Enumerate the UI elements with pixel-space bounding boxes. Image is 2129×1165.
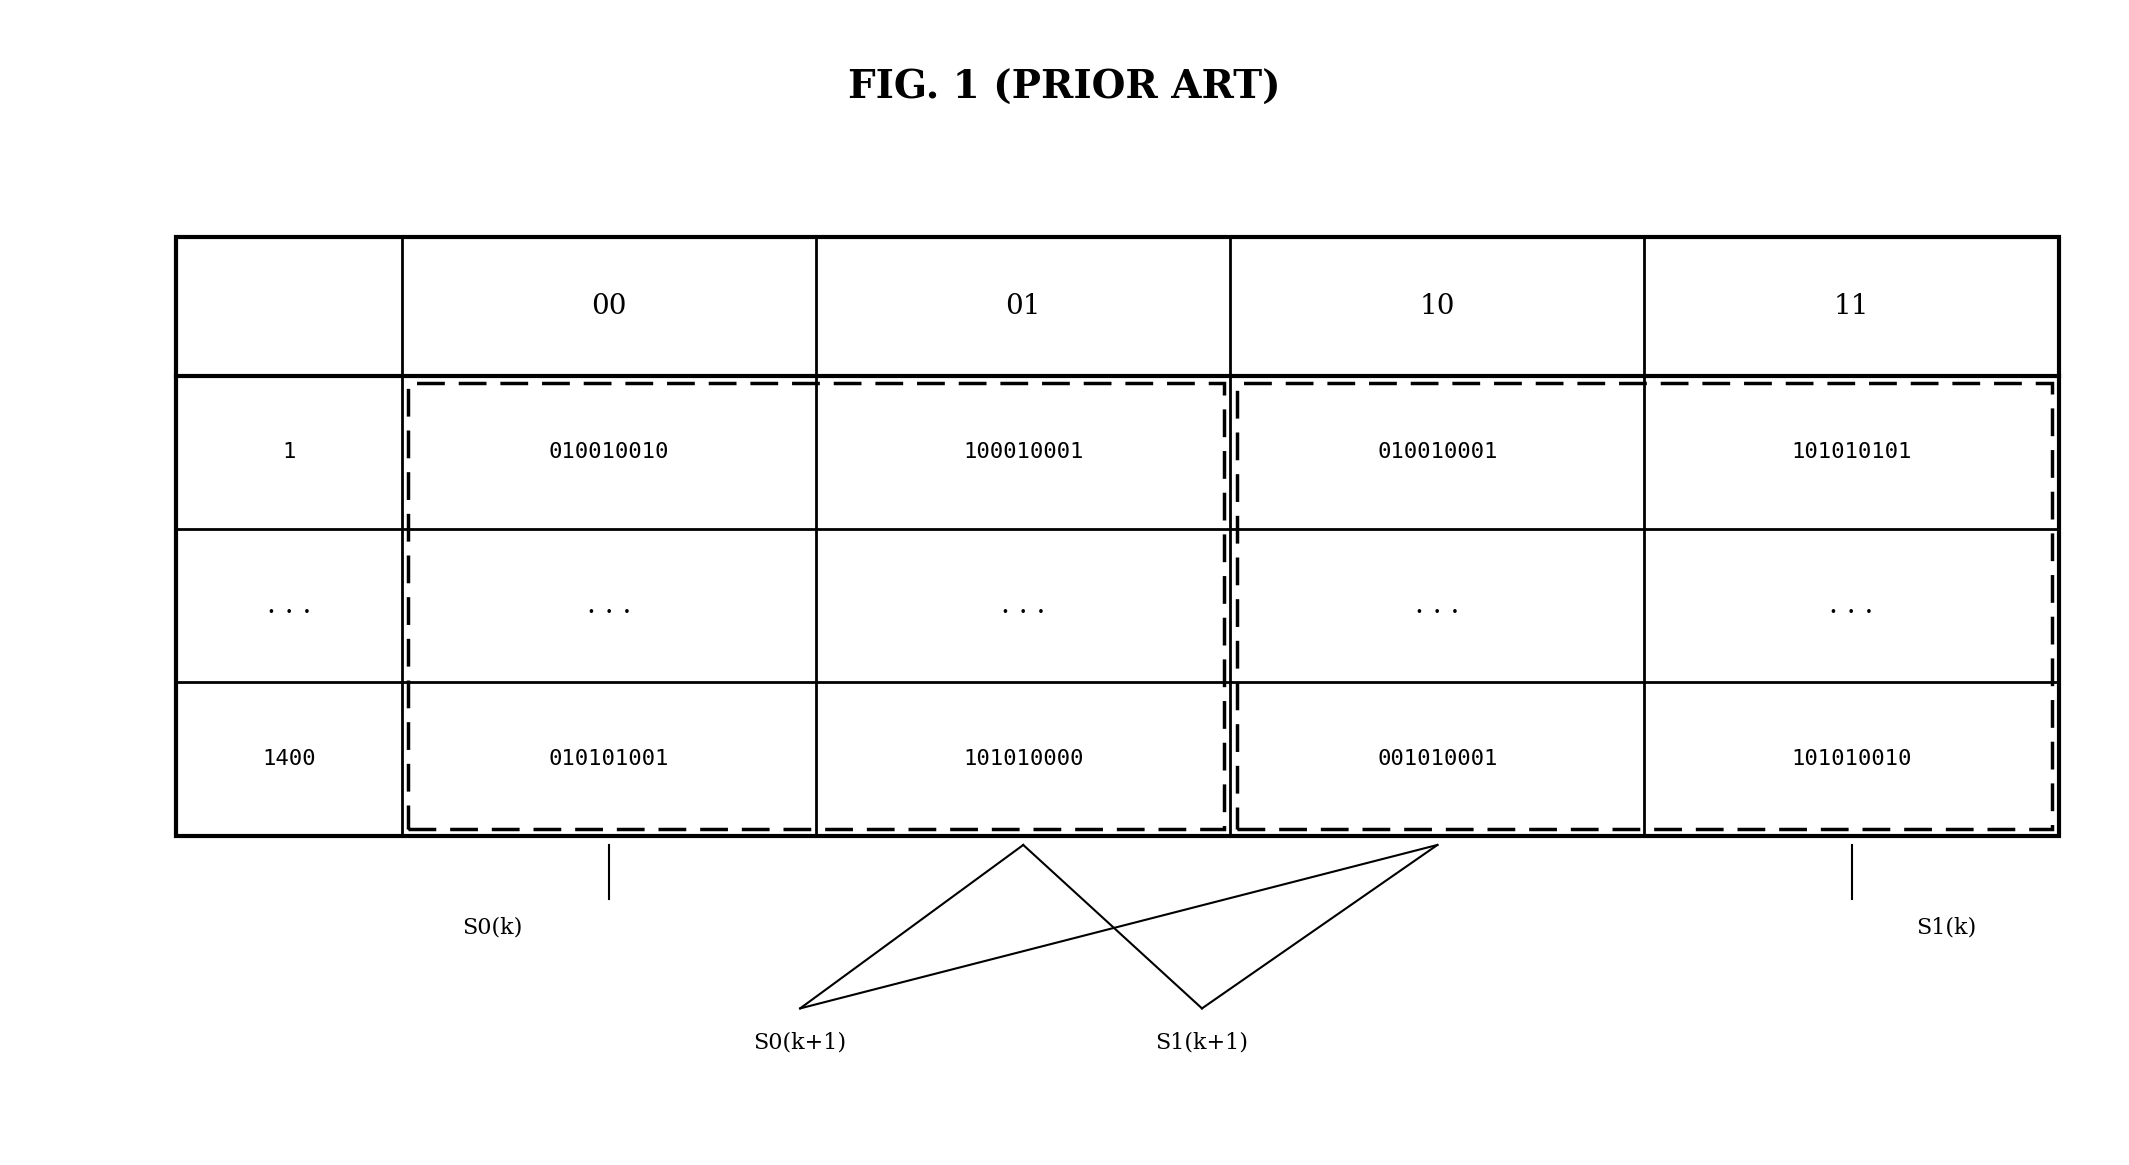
Text: 01: 01 xyxy=(1005,292,1041,320)
Text: S0(k+1): S0(k+1) xyxy=(754,1032,847,1054)
Text: 010101001: 010101001 xyxy=(549,749,669,769)
Text: . . .: . . . xyxy=(266,592,311,620)
Text: 101010101: 101010101 xyxy=(1790,443,1912,463)
Text: 010010010: 010010010 xyxy=(549,443,669,463)
Text: 1: 1 xyxy=(283,443,296,463)
Text: S0(k): S0(k) xyxy=(462,917,524,939)
Text: 10: 10 xyxy=(1420,292,1454,320)
Text: 001010001: 001010001 xyxy=(1377,749,1497,769)
Bar xyxy=(177,238,2059,835)
Text: 010010001: 010010001 xyxy=(1377,443,1497,463)
Text: . . .: . . . xyxy=(1001,592,1045,620)
Text: 101010010: 101010010 xyxy=(1790,749,1912,769)
Text: 1400: 1400 xyxy=(262,749,315,769)
Text: . . .: . . . xyxy=(1829,592,1874,620)
Text: 00: 00 xyxy=(592,292,626,320)
Text: S1(k+1): S1(k+1) xyxy=(1156,1032,1248,1054)
Text: S1(k): S1(k) xyxy=(1916,917,1978,939)
Text: 11: 11 xyxy=(1833,292,1869,320)
Text: 101010000: 101010000 xyxy=(962,749,1084,769)
Text: 100010001: 100010001 xyxy=(962,443,1084,463)
Text: . . .: . . . xyxy=(1416,592,1460,620)
Text: FIG. 1 (PRIOR ART): FIG. 1 (PRIOR ART) xyxy=(847,69,1282,106)
Text: . . .: . . . xyxy=(588,592,632,620)
